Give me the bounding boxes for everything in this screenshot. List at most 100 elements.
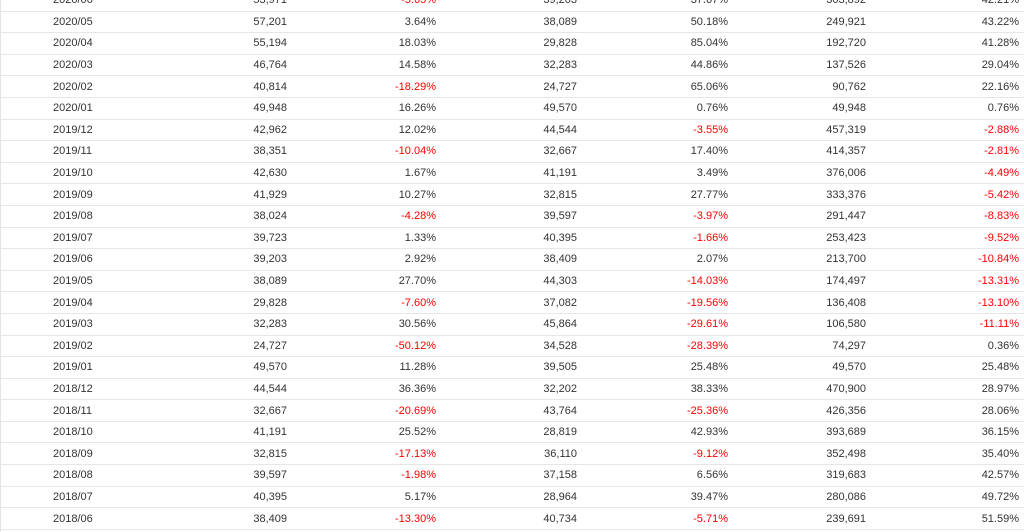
change-pct-cell: 38.33%	[591, 378, 736, 401]
change-pct-cell: -5.71%	[591, 507, 736, 530]
value-cell: 40,814	[154, 75, 300, 98]
table-row: 2018/0544,30319.47%29,34550.97%201,28271…	[1, 529, 1024, 532]
change-pct-cell: -25.36%	[591, 399, 736, 422]
value-cell: 32,815	[446, 183, 591, 206]
value-cell: 44,303	[154, 529, 300, 532]
value-cell: 34,528	[446, 335, 591, 358]
value-cell: 41,929	[154, 183, 300, 206]
change-pct-cell: -10.04%	[300, 140, 446, 163]
table-row: 2020/02 40,814 -18.29% 24,727 65.06% 90,762 22…	[1, 75, 1024, 98]
table-row: 2019/04 29,828 -7.60% 37,082 -19.56% 136,408-…	[1, 291, 1024, 314]
table-row: 2019/11 38,351 -10.04% 32,667 17.40% 414,357-…	[1, 140, 1024, 163]
value-cell: 53,971	[154, 0, 300, 12]
change-pct-cell: 50.18%	[591, 11, 736, 34]
value-cell: 40,395	[446, 227, 591, 250]
change-pct-cell: 12.02%	[300, 119, 446, 142]
value-cell: 24,727	[154, 335, 300, 358]
cumulative-change-pct-cell: -2.88%	[881, 119, 1024, 142]
table-row: 2020/03 46,764 14.58% 32,283 44.86% 137,526 29…	[1, 54, 1024, 77]
cumulative-value-cell: 136,408	[736, 291, 881, 314]
value-cell: 39,505	[446, 356, 591, 379]
cumulative-change-pct-cell: -5.42%	[881, 183, 1024, 206]
cumulative-value-cell: 303,892	[736, 0, 881, 12]
change-pct-cell: -20.69%	[300, 399, 446, 422]
value-cell: 32,202	[446, 378, 591, 401]
change-pct-cell: 42.93%	[591, 421, 736, 444]
cumulative-value-cell: 174,497	[736, 270, 881, 293]
value-cell: 32,815	[154, 442, 300, 466]
cumulative-value-cell: 333,376	[736, 183, 881, 206]
month-cell: 2020/03	[1, 54, 154, 77]
change-pct-cell: 85.04%	[591, 32, 736, 55]
month-cell: 2020/04	[1, 32, 154, 55]
change-pct-cell: 2.92%	[300, 248, 446, 271]
change-pct-cell: 25.48%	[591, 356, 736, 379]
value-cell: 32,283	[154, 313, 300, 336]
table-row: 2019/09 41,929 10.27% 32,815 27.77% 333,376 -5…	[1, 183, 1024, 206]
value-cell: 57,201	[154, 11, 300, 34]
change-pct-cell: 2.07%	[591, 248, 736, 271]
cumulative-value-cell: 376,006	[736, 162, 881, 185]
value-cell: 39,203	[154, 248, 300, 271]
month-cell: 2018/07	[1, 486, 154, 509]
month-cell: 2020/06	[1, 0, 154, 12]
month-cell: 2019/10	[1, 162, 154, 185]
value-cell: 44,303	[446, 270, 591, 293]
table-row: 2018/09 32,815 -17.13% 36,110 -9.12% 352,498 3…	[1, 442, 1024, 466]
cumulative-value-cell: 201,282	[736, 529, 881, 532]
value-cell: 42,962	[154, 119, 300, 142]
cumulative-value-cell: 49,570	[736, 356, 881, 379]
value-cell: 28,964	[446, 486, 591, 509]
change-pct-cell: 3.64%	[300, 11, 446, 34]
table-row: 2018/10 41,191 25.52% 28,819 42.93% 393,689 36…	[1, 421, 1024, 444]
cumulative-value-cell: 49,948	[736, 97, 881, 120]
value-cell: 38,089	[154, 270, 300, 293]
change-pct-cell: 19.47%	[300, 529, 446, 532]
value-cell: 44,544	[446, 119, 591, 142]
cumulative-change-pct-cell: 22.16%	[881, 75, 1024, 98]
cumulative-change-pct-cell: 28.97%	[881, 378, 1024, 401]
value-cell: 32,667	[446, 140, 591, 163]
cumulative-change-pct-cell: 42.57%	[881, 464, 1024, 487]
table-row: 2019/01 49,570 11.28% 39,505 25.48% 49,570 25.…	[1, 356, 1024, 379]
change-pct-cell: 6.56%	[591, 464, 736, 487]
table-row: 2019/08 38,024 -4.28% 39,597 -3.97% 291,447 -8…	[1, 205, 1024, 228]
value-cell: 55,194	[154, 32, 300, 55]
value-cell: 24,727	[446, 75, 591, 98]
value-cell: 32,667	[154, 399, 300, 422]
cumulative-change-pct-cell: 35.40%	[881, 442, 1024, 466]
table-row: 2018/06 38,409 -13.30% 40,734 -5.71% 239,691 5…	[1, 507, 1024, 530]
value-cell: 39,203	[446, 0, 591, 12]
cumulative-value-cell: 470,900	[736, 378, 881, 401]
cumulative-change-pct-cell: -13.31%	[881, 270, 1024, 293]
cumulative-change-pct-cell: 49.72%	[881, 486, 1024, 509]
cumulative-change-pct-cell: 42.21%	[881, 0, 1024, 12]
value-cell: 45,864	[446, 313, 591, 336]
table-row: 2019/12 42,962 12.02% 44,544 -3.55% 457,319 -2…	[1, 119, 1024, 142]
cumulative-value-cell: 393,689	[736, 421, 881, 444]
change-pct-cell: 3.49%	[591, 162, 736, 185]
change-pct-cell: 65.06%	[591, 75, 736, 98]
change-pct-cell: 50.97%	[591, 529, 736, 532]
cumulative-change-pct-cell: -13.10%	[881, 291, 1024, 314]
value-cell: 39,597	[154, 464, 300, 487]
value-cell: 39,723	[154, 227, 300, 250]
cumulative-value-cell: 319,683	[736, 464, 881, 487]
cumulative-value-cell: 90,762	[736, 75, 881, 98]
month-cell: 2018/12	[1, 378, 154, 401]
cumulative-change-pct-cell: 0.76%	[881, 97, 1024, 120]
value-cell: 40,734	[446, 507, 591, 530]
cumulative-change-pct-cell: 51.59%	[881, 507, 1024, 530]
value-cell: 29,828	[154, 291, 300, 314]
month-cell: 2019/05	[1, 270, 154, 293]
cumulative-value-cell: 106,580	[736, 313, 881, 336]
month-cell: 2019/03	[1, 313, 154, 336]
change-pct-cell: 0.76%	[591, 97, 736, 120]
cumulative-value-cell: 249,921	[736, 11, 881, 34]
change-pct-cell: -3.97%	[591, 205, 736, 228]
change-pct-cell: -14.03%	[591, 270, 736, 293]
cumulative-change-pct-cell: 43.22%	[881, 11, 1024, 34]
